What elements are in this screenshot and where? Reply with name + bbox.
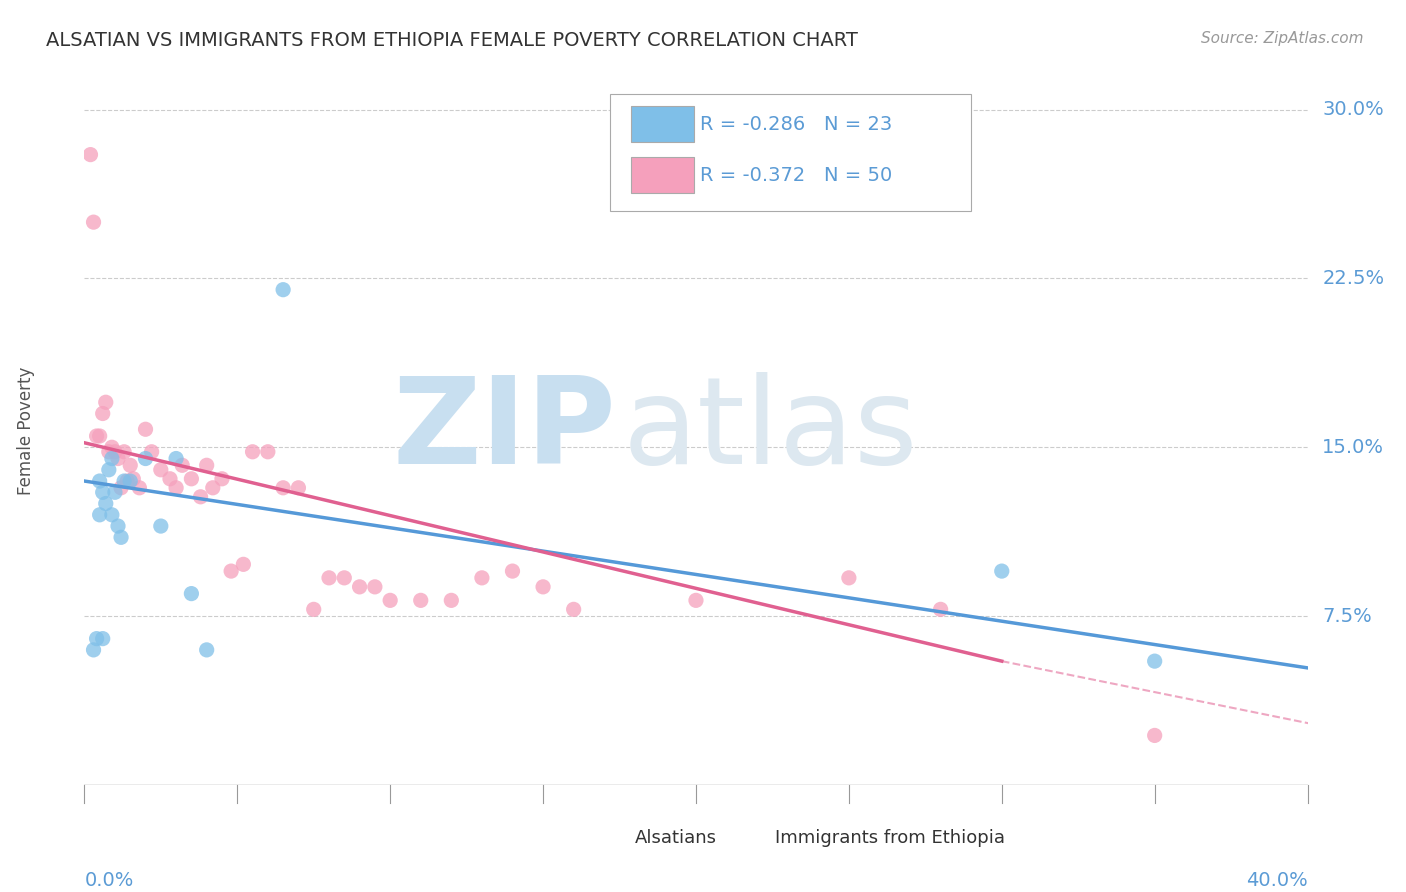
FancyBboxPatch shape bbox=[730, 828, 763, 849]
Point bbox=[79, 147, 101, 161]
Point bbox=[195, 458, 218, 473]
Text: ZIP: ZIP bbox=[392, 372, 616, 489]
Point bbox=[94, 395, 117, 409]
Point bbox=[101, 508, 124, 522]
Point bbox=[165, 451, 187, 466]
Point bbox=[211, 472, 233, 486]
Point bbox=[120, 474, 142, 488]
Text: Source: ZipAtlas.com: Source: ZipAtlas.com bbox=[1201, 31, 1364, 46]
Point bbox=[112, 444, 135, 458]
Point bbox=[440, 593, 463, 607]
Point bbox=[91, 632, 114, 646]
Point bbox=[135, 422, 157, 436]
Point bbox=[83, 215, 105, 229]
Point bbox=[135, 451, 157, 466]
Point bbox=[471, 571, 494, 585]
Text: Female Poverty: Female Poverty bbox=[17, 367, 35, 494]
Point bbox=[107, 451, 129, 466]
FancyBboxPatch shape bbox=[610, 94, 972, 211]
Point bbox=[107, 519, 129, 533]
Text: 7.5%: 7.5% bbox=[1322, 607, 1372, 625]
Point bbox=[89, 429, 111, 443]
Point bbox=[165, 481, 187, 495]
FancyBboxPatch shape bbox=[631, 106, 693, 142]
Point bbox=[232, 558, 254, 572]
Text: 22.5%: 22.5% bbox=[1322, 268, 1385, 288]
Point bbox=[838, 571, 860, 585]
Point bbox=[89, 508, 111, 522]
Point bbox=[172, 458, 194, 473]
Point bbox=[110, 481, 132, 495]
Text: atlas: atlas bbox=[623, 372, 918, 489]
Point bbox=[1143, 654, 1166, 668]
Point bbox=[91, 485, 114, 500]
Point bbox=[219, 564, 242, 578]
FancyBboxPatch shape bbox=[631, 157, 693, 193]
Point bbox=[685, 593, 707, 607]
Text: R = -0.372   N = 50: R = -0.372 N = 50 bbox=[700, 166, 891, 185]
Point bbox=[159, 472, 181, 486]
Point bbox=[97, 444, 120, 458]
Point bbox=[94, 497, 117, 511]
Text: R = -0.286   N = 23: R = -0.286 N = 23 bbox=[700, 114, 891, 134]
Point bbox=[141, 444, 163, 458]
Point bbox=[180, 586, 202, 600]
Point bbox=[149, 519, 172, 533]
Point bbox=[201, 481, 224, 495]
Text: ALSATIAN VS IMMIGRANTS FROM ETHIOPIA FEMALE POVERTY CORRELATION CHART: ALSATIAN VS IMMIGRANTS FROM ETHIOPIA FEM… bbox=[46, 31, 858, 50]
Point bbox=[271, 283, 294, 297]
Point bbox=[97, 463, 120, 477]
Point bbox=[531, 580, 554, 594]
Point bbox=[318, 571, 340, 585]
Point bbox=[380, 593, 402, 607]
Point bbox=[115, 474, 138, 488]
Point bbox=[929, 602, 952, 616]
Text: 30.0%: 30.0% bbox=[1322, 100, 1384, 120]
Point bbox=[86, 429, 108, 443]
Text: 15.0%: 15.0% bbox=[1322, 438, 1385, 457]
Point bbox=[110, 530, 132, 544]
Point bbox=[149, 463, 172, 477]
Point bbox=[83, 643, 105, 657]
Point bbox=[190, 490, 212, 504]
Text: 40.0%: 40.0% bbox=[1246, 871, 1308, 889]
Point bbox=[104, 444, 127, 458]
Point bbox=[195, 643, 218, 657]
FancyBboxPatch shape bbox=[589, 828, 623, 849]
Point bbox=[180, 472, 202, 486]
Point bbox=[333, 571, 356, 585]
Point bbox=[502, 564, 524, 578]
Point bbox=[242, 444, 264, 458]
Point bbox=[86, 632, 108, 646]
Point bbox=[120, 458, 142, 473]
Point bbox=[991, 564, 1014, 578]
Point bbox=[104, 485, 127, 500]
Point bbox=[89, 474, 111, 488]
Text: Immigrants from Ethiopia: Immigrants from Ethiopia bbox=[776, 830, 1005, 847]
Text: 0.0%: 0.0% bbox=[84, 871, 134, 889]
Point bbox=[409, 593, 432, 607]
Point bbox=[271, 481, 294, 495]
Point bbox=[302, 602, 325, 616]
Point bbox=[128, 481, 150, 495]
Text: Alsatians: Alsatians bbox=[636, 830, 717, 847]
Point bbox=[562, 602, 585, 616]
Point bbox=[287, 481, 309, 495]
Point bbox=[101, 451, 124, 466]
Point bbox=[112, 474, 135, 488]
Point bbox=[349, 580, 371, 594]
Point bbox=[1143, 728, 1166, 742]
Point bbox=[257, 444, 280, 458]
Point bbox=[122, 472, 145, 486]
Point bbox=[91, 407, 114, 421]
Point bbox=[101, 440, 124, 454]
Point bbox=[364, 580, 387, 594]
